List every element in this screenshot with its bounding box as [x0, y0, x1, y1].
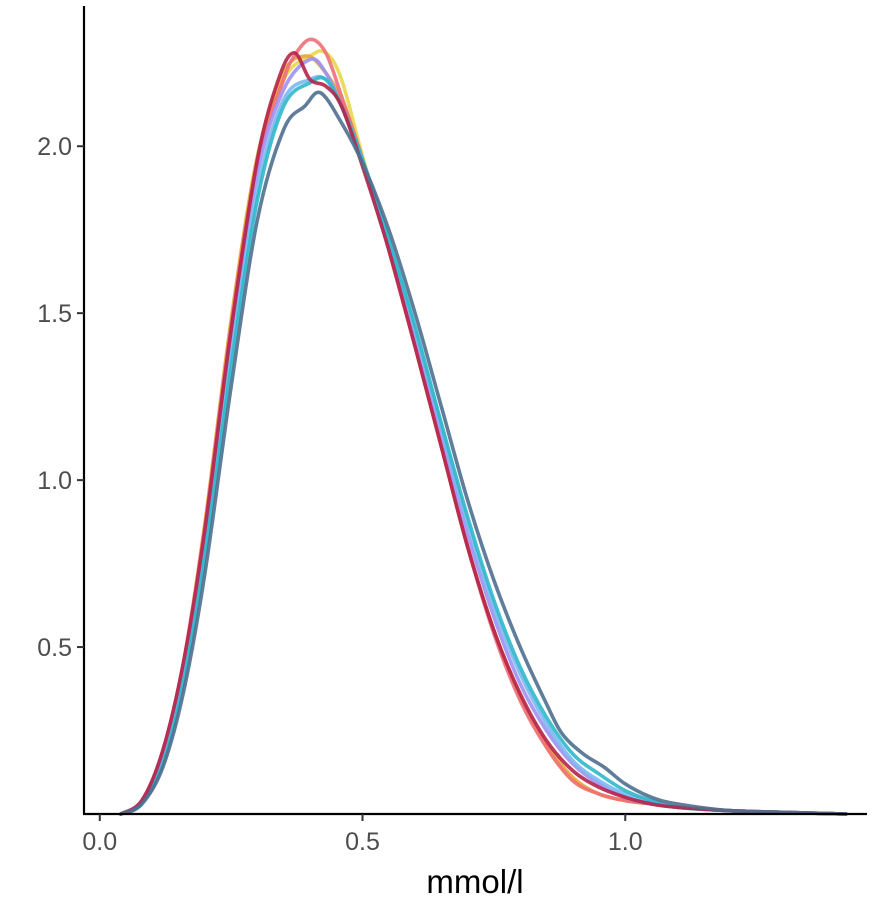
density-line-3 [118, 37, 848, 816]
plot-area [118, 37, 848, 816]
x-tick-label: 0.0 [82, 828, 117, 856]
density-line-2 [118, 54, 848, 816]
density-line-7 [118, 50, 848, 816]
x-tick-label: 0.5 [345, 828, 380, 856]
y-tick-label: 1.0 [37, 467, 72, 495]
y-tick-label: 0.5 [37, 634, 72, 662]
density-line-4 [118, 57, 848, 816]
density-line-8 [118, 90, 848, 816]
density-line-1 [118, 49, 848, 816]
density-line-5 [118, 74, 848, 816]
y-tick-label: 2.0 [37, 133, 72, 161]
series-layer [118, 37, 848, 816]
density-line-6 [118, 75, 848, 816]
x-axis-ticks: 0.0 0.5 1.0 [82, 814, 643, 856]
y-tick-label: 1.5 [37, 300, 72, 328]
x-axis-title: mmol/l [426, 863, 523, 900]
y-axis-ticks: 0.5 1.0 1.5 2.0 [37, 133, 84, 662]
x-tick-label: 1.0 [608, 828, 643, 856]
